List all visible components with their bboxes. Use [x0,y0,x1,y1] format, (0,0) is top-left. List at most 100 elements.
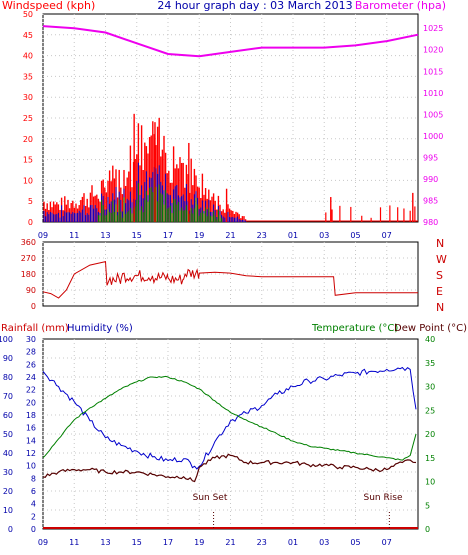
rainfall-tick-label: 8 [31,474,36,483]
temperature-tick-label: 30 [425,383,435,392]
wind-tick-label: 5 [28,197,33,206]
data-marks [42,25,419,529]
barometer-tick-label: 1025 [423,24,443,33]
rainfall-tick-label: 28 [26,348,36,357]
barometer-tick-label: 1010 [423,89,443,98]
humidity-line [42,366,417,470]
humidity-tick-label: 90 [3,354,13,363]
bottom-x-tick-label: 17 [163,538,173,547]
rainfall-tick-label: 0 [31,525,36,534]
rainfall-tick-label: 16 [26,424,36,433]
direction-tick-label: 270 [21,254,36,263]
barometer-tick-label: 1005 [423,110,443,119]
barometer-tick-label: 995 [423,153,438,162]
barometer-tick-label: 990 [423,175,438,184]
rainfall-tick-label: 12 [26,449,36,458]
wind-x-tick-label: 17 [163,231,173,240]
wind-tick-label: 0 [28,218,33,227]
rainfall-tick-label: 24 [26,373,36,382]
wind-x-tick-label: 09 [38,231,48,240]
temperature-tick-label: 15 [425,454,435,463]
rainfall-tick-label: 22 [26,386,36,395]
dir-letter-n-top: N [436,237,444,250]
humidity-label: Humidity (%) [67,323,133,334]
barometer-tick-label: 985 [423,196,438,205]
dir-letter-e: E [436,285,443,298]
wind-x-tick-label: 19 [194,231,204,240]
windspeed-label: Windspeed (kph) [2,0,95,12]
humidity-tick-label: 60 [3,411,13,420]
graph-title: 24 hour graph day : 03 March 2013 [157,0,352,12]
wind-tick-label: 25 [23,114,33,123]
rainfall-tick-label: 2 [31,512,36,521]
temperature-tick-label: 0 [425,525,430,534]
rainfall-tick-label: 30 [26,335,36,344]
humidity-tick-label: 40 [3,449,13,458]
sunrise-annotation: Sun Rise [364,493,403,503]
dewpoint-line [42,453,417,483]
direction-tick-label: 90 [26,286,36,295]
barometer-tick-label: 1015 [423,67,443,76]
bottom-x-tick-label: 05 [350,538,360,547]
bottom-x-tick-label: 03 [319,538,329,547]
bottom-x-tick-label: 01 [288,538,298,547]
bottom-x-tick-label: 09 [38,538,48,547]
barometer-tick-label: 1000 [423,132,443,141]
barometer-line [42,25,419,58]
rainfall-label: Rainfall (mm) [1,323,69,334]
bottom-x-tick-label: 07 [382,538,392,547]
rainfall-tick-label: 14 [26,436,36,445]
direction-tick-label: 180 [21,270,36,279]
humidity-tick-label: 10 [3,506,13,515]
temperature-tick-label: 10 [425,478,435,487]
humidity-tick-label: 50 [3,430,13,439]
wind-tick-label: 30 [23,93,33,102]
temperature-tick-label: 35 [425,359,435,368]
humidity-tick-label: 0 [8,525,13,534]
bottom-x-tick-label: 15 [132,538,142,547]
dir-letter-w: W [436,253,447,266]
wind-x-tick-label: 01 [288,231,298,240]
wind-x-tick-label: 07 [382,231,392,240]
temperature-line [42,375,417,461]
wind-direction-line [42,260,418,299]
dewpoint-label: Dew Point (°C) [394,323,467,334]
temperature-label: Temperature (°C) [311,323,398,334]
humidity-tick-label: 30 [3,468,13,477]
wind-x-tick-label: 21 [225,231,235,240]
sunset-annotation: Sun Set [193,493,228,503]
rainfall-tick-label: 18 [26,411,36,420]
wind-tick-label: 40 [23,52,33,61]
dir-letter-s: S [436,269,443,282]
rainfall-tick-label: 10 [26,462,36,471]
humidity-tick-label: 100 [0,335,13,344]
temperature-tick-label: 5 [425,501,430,510]
dir-letter-n-bottom: N [436,301,444,314]
barometer-tick-label: 980 [423,218,438,227]
bottom-x-tick-label: 11 [69,538,79,547]
wind-x-tick-label: 15 [132,231,142,240]
humidity-tick-label: 80 [3,373,13,382]
wind-tick-label: 20 [23,135,33,144]
wind-x-tick-label: 13 [100,231,110,240]
direction-tick-label: 0 [31,302,36,311]
rainfall-tick-label: 4 [31,500,36,509]
bottom-x-tick-label: 19 [194,538,204,547]
wind-tick-label: 45 [23,31,33,40]
wind-x-tick-label: 23 [257,231,267,240]
barometer-tick-label: 1020 [423,46,443,55]
direction-tick-label: 360 [21,238,36,247]
tick-labels: 0510152025303540455098098599099510001005… [0,10,443,547]
bottom-x-tick-label: 13 [100,538,110,547]
bottom-x-tick-label: 21 [225,538,235,547]
wind-tick-label: 50 [23,10,33,19]
barometer-label: Barometer (hpa) [355,0,446,12]
temperature-tick-label: 20 [425,430,435,439]
rainfall-tick-label: 20 [26,398,36,407]
wind-x-tick-label: 11 [69,231,79,240]
humidity-tick-label: 20 [3,487,13,496]
wind-x-tick-label: 05 [350,231,360,240]
rainfall-tick-label: 26 [26,360,36,369]
temperature-tick-label: 40 [425,335,435,344]
